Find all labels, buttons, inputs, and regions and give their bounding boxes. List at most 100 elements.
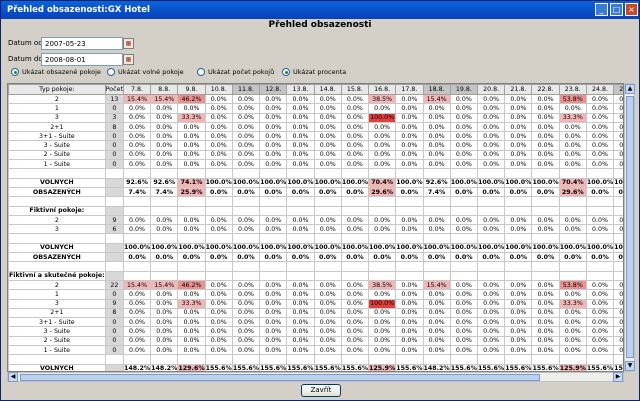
percent-cell: 0.0%: [476, 335, 506, 347]
table-row[interactable]: 3 - Suite 0 0.0% 0.0% 0.0% 0.0% 0.0% 0.0% 0.0% 0.…: [8, 140, 623, 151]
table-row[interactable]: 3+1 - Suite 0 0.0% 0.0% 0.0% 0.0% 0.0% 0.0% 0.0%…: [8, 317, 623, 328]
table-row[interactable]: 3 - Suite 0 0.0% 0.0% 0.0% 0.0% 0.0% 0.0% 0.0% 0.…: [8, 326, 623, 337]
date-to-field[interactable]: 2008-08-01: [41, 53, 123, 66]
percent-cell: 0.0%: [585, 326, 615, 337]
percent-cell: 0.0%: [150, 159, 179, 170]
calendar-to-icon[interactable]: ▦: [123, 54, 134, 65]
radio-show-occupied[interactable]: Ukázat obsazené pokoje: [11, 68, 101, 76]
empty-cell: [286, 233, 315, 244]
empty-cell: [558, 168, 587, 179]
empty-cell: [313, 233, 342, 244]
minimize-icon[interactable]: _: [595, 3, 608, 16]
table-row[interactable]: 1 - Suite 0 0.0% 0.0% 0.0% 0.0% 0.0% 0.0% 0.0% 0.…: [8, 344, 623, 356]
table-row[interactable]: VOLNÝCH 92.6% 92.6% 74.1% 100.0% 100.0% 100.0%…: [8, 177, 623, 188]
horizontal-scrollbar[interactable]: ◀ ▶: [7, 372, 624, 382]
empty-cell: [395, 196, 424, 207]
empty-cell: [313, 354, 342, 365]
table-row[interactable]: [8, 261, 623, 272]
table-row[interactable]: VOLNÝCH 148.2% 148.2% 129.6% 155.6% 155.6% 155…: [8, 363, 623, 372]
empty-cell: [286, 205, 315, 216]
radio-show-percent[interactable]: Ukázat procenta: [282, 68, 346, 76]
percent-cell: 0.0%: [395, 112, 424, 123]
table-row[interactable]: 1 0 0.0% 0.0% 0.0% 0.0% 0.0% 0.0% 0.0% 0.0% 0.0% 0.…: [8, 103, 623, 114]
empty-cell: [259, 354, 288, 365]
table-row[interactable]: 2 13 15.4% 15.4% 46.2% 0.0% 0.0% 0.0% 0.0% 0.0% 0.…: [8, 93, 623, 105]
scroll-left-icon[interactable]: ◀: [8, 372, 18, 382]
percent-cell: 0.0%: [150, 252, 179, 263]
date-from-field[interactable]: 2007-05-23: [41, 37, 123, 50]
radio-show-free[interactable]: Ukázat volné pokoje: [107, 68, 184, 76]
table-row[interactable]: 2 22 15.4% 15.4% 46.2% 0.0% 0.0% 0.0% 0.0% 0.0% 0.…: [8, 279, 623, 291]
table-row[interactable]: [8, 233, 623, 244]
empty-cell: [313, 205, 342, 216]
percent-cell: 100.0%: [231, 177, 261, 188]
percent-cell: 125.9%: [558, 363, 587, 372]
percent-cell: 155.6%: [613, 363, 623, 371]
header-date: 9.8.: [177, 84, 206, 95]
table-row[interactable]: [8, 168, 623, 179]
table-row[interactable]: [8, 354, 623, 365]
percent-cell: 0.0%: [531, 326, 560, 337]
occupancy-table-viewport[interactable]: Typ pokoje: Počet 7.8. 8.8. 9.8. 10.8. 11.8. 12…: [7, 83, 624, 372]
table-row[interactable]: OBSAZENÝCH 0.0% 0.0% 0.0% 0.0% 0.0% 0.0% 0.0% 0.…: [8, 252, 623, 263]
maximize-icon[interactable]: □: [610, 3, 623, 16]
percent-cell: 0.0%: [585, 279, 615, 291]
table-row[interactable]: 3 3 0.0% 0.0% 33.3% 0.0% 0.0% 0.0% 0.0% 0.0% 0.0% 1…: [8, 112, 623, 123]
percent-cell: 0.0%: [422, 307, 451, 319]
percent-cell: 0.0%: [368, 326, 397, 337]
table-row[interactable]: 2+1 8 0.0% 0.0% 0.0% 0.0% 0.0% 0.0% 0.0% 0.0% 0.0%…: [8, 121, 623, 133]
empty-cell: [231, 168, 261, 179]
percent-cell: 0.0%: [531, 289, 560, 300]
header-date: 8.8.: [150, 84, 179, 95]
table-row[interactable]: 1 - Suite 0 0.0% 0.0% 0.0% 0.0% 0.0% 0.0% 0.0% 0.…: [8, 159, 623, 170]
close-icon[interactable]: ×: [625, 3, 638, 16]
scroll-up-icon[interactable]: ▲: [625, 84, 635, 94]
percent-cell: 0.0%: [422, 335, 451, 347]
table-row[interactable]: Fiktivní pokoje:: [8, 205, 623, 216]
percent-cell: 0.0%: [122, 103, 152, 114]
empty-cell: [422, 261, 451, 272]
percent-cell: 0.0%: [368, 131, 397, 142]
table-row[interactable]: VOLNÝCH 100.0% 100.0% 100.0% 100.0% 100.0% 100…: [8, 242, 623, 254]
radio-show-count[interactable]: Ukázat počet pokojů: [197, 68, 274, 76]
percent-cell: 100.0%: [340, 242, 370, 254]
scroll-right-icon[interactable]: ▶: [613, 372, 623, 382]
close-button[interactable]: Zavřít: [301, 384, 341, 397]
date-from-label: Datum od:: [8, 39, 45, 47]
percent-cell: 155.6%: [340, 363, 370, 372]
room-count: 0: [104, 149, 124, 161]
horizontal-scroll-thumb[interactable]: [20, 374, 540, 381]
percent-cell: 0.0%: [395, 224, 424, 235]
table-row[interactable]: 3 9 0.0% 0.0% 33.3% 0.0% 0.0% 0.0% 0.0% 0.0% 0.0% 1…: [8, 298, 623, 309]
table-row[interactable]: 2 - Suite 0 0.0% 0.0% 0.0% 0.0% 0.0% 0.0% 0.0% 0.…: [8, 149, 623, 161]
table-row[interactable]: 3 6 0.0% 0.0% 0.0% 0.0% 0.0% 0.0% 0.0% 0.0% 0.0% 0.…: [8, 224, 623, 235]
percent-cell: 0.0%: [504, 159, 533, 170]
room-count: 3: [104, 112, 124, 123]
table-row[interactable]: 2+1 8 0.0% 0.0% 0.0% 0.0% 0.0% 0.0% 0.0% 0.0% 0.0%…: [8, 307, 623, 319]
table-row[interactable]: 2 9 0.0% 0.0% 0.0% 0.0% 0.0% 0.0% 0.0% 0.0% 0.0% 0.…: [8, 214, 623, 226]
percent-cell: 0.0%: [340, 121, 370, 133]
percent-cell: 0.0%: [613, 279, 623, 291]
table-row[interactable]: OBSAZENÝCH 7.4% 7.4% 25.9% 0.0% 0.0% 0.0% 0.0% 0…: [8, 186, 623, 198]
percent-cell: 0.0%: [150, 149, 179, 161]
empty-cell: [122, 196, 152, 207]
vertical-scroll-thumb[interactable]: [626, 96, 634, 358]
vertical-scrollbar[interactable]: ▲ ▼: [624, 83, 635, 372]
percent-cell: 0.0%: [368, 121, 397, 133]
scroll-down-icon[interactable]: ▼: [625, 361, 635, 371]
empty-cell: [122, 270, 152, 281]
table-row[interactable]: 2 - Suite 0 0.0% 0.0% 0.0% 0.0% 0.0% 0.0% 0.0% 0.…: [8, 335, 623, 347]
table-row[interactable]: 1 0 0.0% 0.0% 0.0% 0.0% 0.0% 0.0% 0.0% 0.0% 0.0% 0.…: [8, 289, 623, 300]
percent-cell: 125.9%: [368, 363, 397, 372]
table-row[interactable]: Fiktivní a skutečné pokoje:: [8, 270, 623, 281]
table-row[interactable]: [8, 196, 623, 207]
empty-cell: [340, 205, 370, 216]
empty-cell: [122, 233, 152, 244]
radio-checked-icon: [282, 68, 290, 76]
percent-cell: 0.0%: [422, 131, 451, 142]
table-row[interactable]: 3+1 - Suite 0 0.0% 0.0% 0.0% 0.0% 0.0% 0.0% 0.0%…: [8, 131, 623, 142]
percent-cell: 0.0%: [150, 112, 179, 123]
calendar-from-icon[interactable]: ▦: [123, 38, 134, 49]
percent-cell: 7.4%: [422, 186, 451, 198]
empty-cell: [150, 261, 179, 272]
